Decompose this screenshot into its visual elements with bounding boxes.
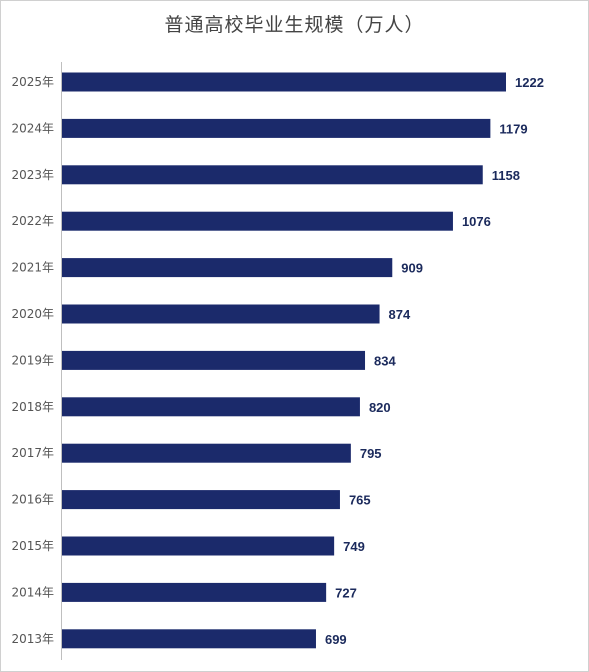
data-label: 1222 (515, 75, 544, 90)
bar (62, 258, 393, 278)
category-label: 2013年 (11, 632, 54, 646)
data-label: 727 (335, 585, 357, 600)
category-label: 2016年 (11, 493, 54, 507)
data-label: 1179 (499, 121, 527, 136)
bar (62, 165, 483, 185)
bar (62, 536, 335, 556)
category-label: 2017年 (11, 446, 54, 460)
category-label: 2015年 (11, 539, 54, 553)
data-label: 765 (349, 493, 371, 508)
category-label: 2025年 (11, 75, 54, 89)
category-label: 2019年 (11, 353, 54, 367)
chart-title: 普通高校毕业生规模（万人） (164, 14, 425, 36)
data-label: 1158 (492, 168, 520, 183)
bar (62, 304, 380, 324)
category-label: 2023年 (11, 168, 54, 182)
category-label: 2024年 (11, 121, 54, 135)
bar (62, 72, 506, 92)
data-label: 1076 (462, 214, 491, 229)
data-label: 749 (343, 539, 365, 554)
bar (62, 211, 453, 231)
bar (62, 397, 360, 417)
bar (62, 443, 351, 463)
data-label: 874 (389, 307, 411, 322)
bar (62, 490, 340, 510)
category-label: 2022年 (11, 214, 54, 228)
data-label: 909 (401, 261, 423, 276)
category-label: 2014年 (11, 585, 54, 599)
category-label: 2018年 (11, 400, 54, 414)
category-label: 2020年 (11, 307, 54, 321)
bar (62, 118, 491, 138)
data-label: 699 (325, 632, 347, 647)
bar (62, 582, 327, 602)
data-label: 795 (360, 446, 382, 461)
category-label: 2021年 (11, 261, 54, 275)
bar (62, 350, 366, 370)
data-label: 834 (374, 353, 396, 368)
data-label: 820 (369, 400, 391, 415)
bar (62, 629, 316, 649)
